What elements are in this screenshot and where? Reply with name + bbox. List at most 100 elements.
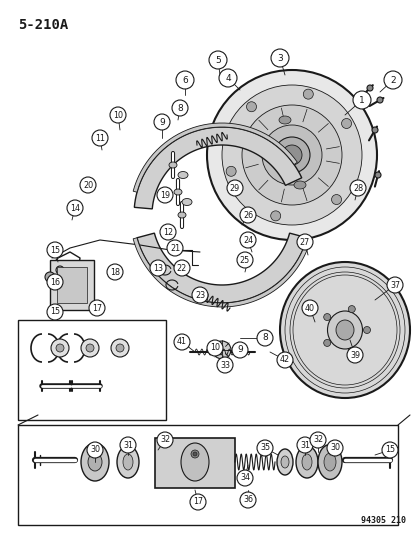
- Circle shape: [226, 180, 242, 196]
- Text: 8: 8: [261, 334, 267, 343]
- Text: 40: 40: [304, 303, 314, 312]
- Text: 34: 34: [240, 473, 249, 482]
- Ellipse shape: [116, 344, 124, 352]
- Ellipse shape: [81, 339, 99, 357]
- Circle shape: [236, 470, 252, 486]
- Ellipse shape: [86, 344, 94, 352]
- Circle shape: [67, 200, 83, 216]
- Ellipse shape: [327, 311, 362, 349]
- Circle shape: [374, 172, 380, 178]
- Circle shape: [301, 300, 317, 316]
- Text: 24: 24: [242, 236, 252, 245]
- Polygon shape: [133, 123, 297, 192]
- Circle shape: [206, 340, 223, 356]
- Text: 32: 32: [159, 435, 170, 445]
- Text: 39: 39: [349, 351, 359, 359]
- Text: 10: 10: [113, 110, 123, 119]
- Circle shape: [120, 437, 136, 453]
- Circle shape: [92, 130, 108, 146]
- Ellipse shape: [88, 453, 102, 471]
- Circle shape: [256, 440, 272, 456]
- Circle shape: [240, 207, 255, 223]
- Text: 5-210A: 5-210A: [18, 18, 68, 32]
- Ellipse shape: [363, 327, 370, 334]
- Ellipse shape: [180, 443, 209, 481]
- Circle shape: [110, 107, 126, 123]
- Ellipse shape: [117, 446, 139, 478]
- Ellipse shape: [317, 445, 341, 480]
- Text: 20: 20: [83, 181, 93, 190]
- Text: 26: 26: [242, 211, 252, 220]
- Text: 29: 29: [229, 183, 240, 192]
- Circle shape: [221, 85, 361, 225]
- Circle shape: [87, 442, 103, 458]
- Text: 19: 19: [159, 190, 170, 199]
- Circle shape: [45, 272, 55, 282]
- Text: 30: 30: [90, 446, 100, 455]
- Bar: [50, 260, 94, 310]
- Text: 31: 31: [299, 440, 309, 449]
- Text: 36: 36: [242, 496, 252, 505]
- Circle shape: [216, 357, 233, 373]
- Circle shape: [80, 177, 96, 193]
- Circle shape: [240, 232, 255, 248]
- Bar: [18, 425, 397, 525]
- Ellipse shape: [173, 189, 182, 195]
- Ellipse shape: [276, 449, 292, 475]
- Bar: [18, 320, 166, 420]
- Circle shape: [240, 492, 255, 508]
- Circle shape: [159, 224, 176, 240]
- Ellipse shape: [190, 450, 199, 458]
- Circle shape: [296, 437, 312, 453]
- Circle shape: [47, 274, 63, 290]
- Circle shape: [192, 287, 207, 303]
- Circle shape: [386, 277, 402, 293]
- Text: 2: 2: [389, 76, 395, 85]
- Circle shape: [209, 51, 226, 69]
- Ellipse shape: [323, 453, 335, 471]
- Circle shape: [303, 89, 313, 99]
- Circle shape: [366, 85, 372, 91]
- Circle shape: [273, 137, 309, 173]
- Ellipse shape: [347, 305, 354, 312]
- Text: 28: 28: [352, 183, 362, 192]
- Circle shape: [281, 145, 301, 165]
- Circle shape: [171, 100, 188, 116]
- Circle shape: [107, 264, 123, 280]
- Text: 18: 18: [110, 268, 120, 277]
- Circle shape: [173, 334, 190, 350]
- Ellipse shape: [293, 181, 305, 189]
- Text: 16: 16: [50, 278, 60, 287]
- Circle shape: [173, 260, 190, 276]
- Ellipse shape: [335, 320, 353, 340]
- Circle shape: [206, 70, 376, 240]
- Bar: [154, 438, 235, 488]
- Text: 15: 15: [50, 246, 60, 254]
- Text: 30: 30: [329, 443, 339, 453]
- Ellipse shape: [278, 116, 290, 124]
- Circle shape: [166, 240, 183, 256]
- Circle shape: [271, 49, 288, 67]
- Circle shape: [346, 347, 362, 363]
- Text: 6: 6: [182, 76, 188, 85]
- Circle shape: [371, 127, 377, 133]
- Circle shape: [157, 187, 173, 203]
- Circle shape: [341, 118, 351, 128]
- Text: 9: 9: [237, 345, 242, 354]
- Text: 17: 17: [92, 303, 102, 312]
- Ellipse shape: [56, 344, 64, 352]
- Circle shape: [47, 242, 63, 258]
- Ellipse shape: [323, 340, 330, 346]
- Circle shape: [89, 300, 105, 316]
- Polygon shape: [133, 238, 310, 307]
- Text: 15: 15: [50, 308, 60, 317]
- Ellipse shape: [178, 172, 188, 179]
- Text: 5: 5: [215, 55, 221, 64]
- Ellipse shape: [81, 443, 109, 481]
- Circle shape: [154, 114, 170, 130]
- Ellipse shape: [123, 454, 133, 470]
- Text: 32: 32: [312, 435, 322, 445]
- Circle shape: [376, 97, 382, 103]
- Circle shape: [349, 180, 365, 196]
- Text: 35: 35: [259, 443, 269, 453]
